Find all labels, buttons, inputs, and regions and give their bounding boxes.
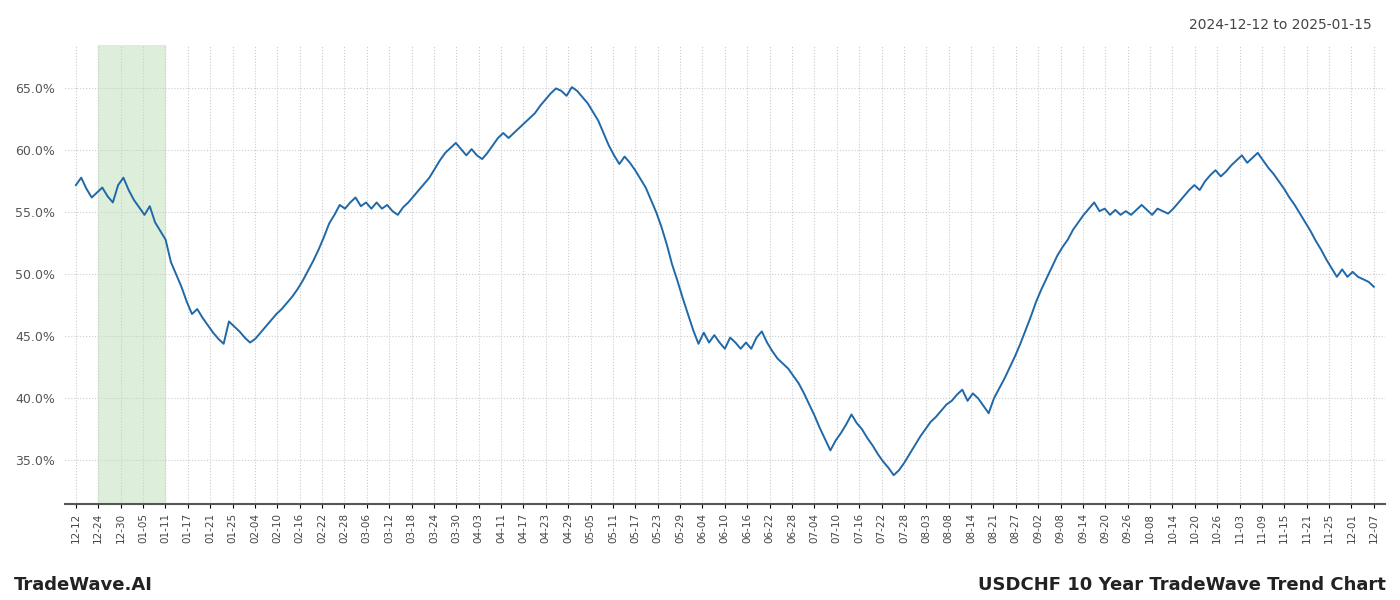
Text: TradeWave.AI: TradeWave.AI [14, 576, 153, 594]
Bar [98, 45, 165, 504]
Text: 2024-12-12 to 2025-01-15: 2024-12-12 to 2025-01-15 [1189, 18, 1372, 32]
Text: USDCHF 10 Year TradeWave Trend Chart: USDCHF 10 Year TradeWave Trend Chart [979, 576, 1386, 594]
